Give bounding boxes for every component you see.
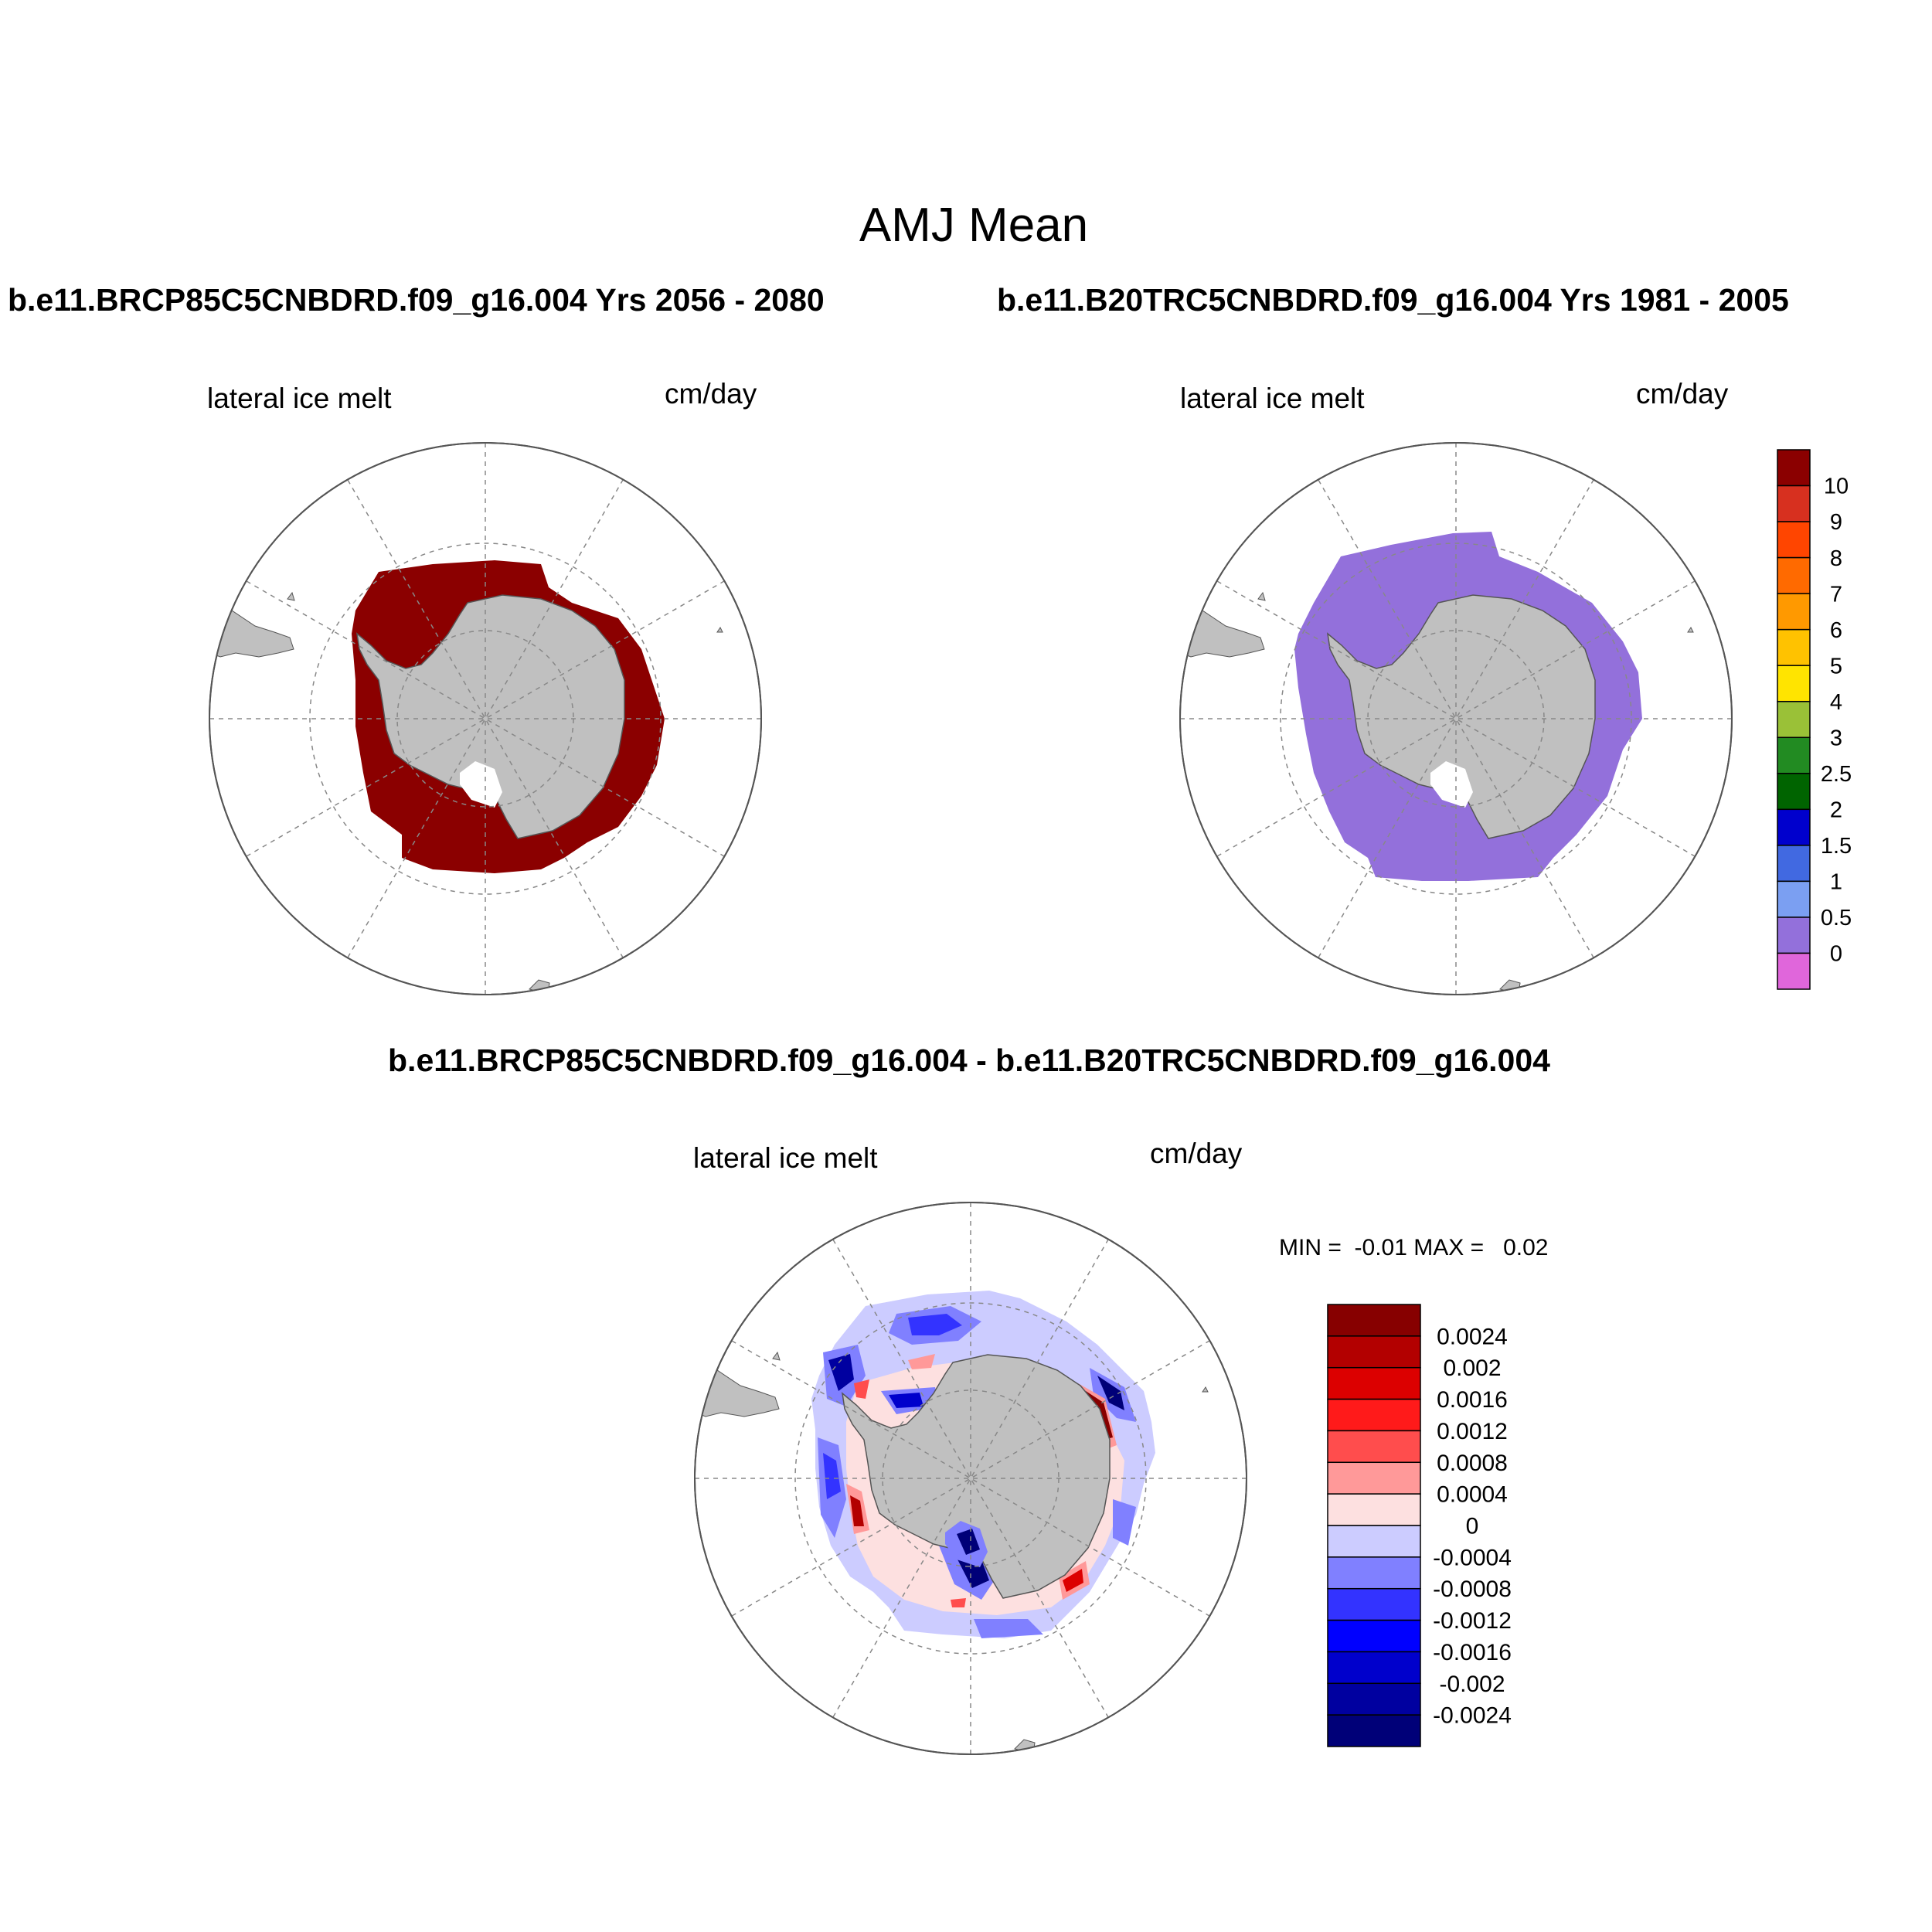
- colorbar-top-swatch: [1777, 917, 1811, 954]
- colorbar-diff-label: -0.0016: [1433, 1640, 1512, 1665]
- colorbar-top-label: 0: [1830, 942, 1842, 967]
- colorbar-top-swatch: [1777, 593, 1811, 631]
- colorbar-diff-label: 0.0008: [1437, 1451, 1508, 1476]
- panel-1-antarctica: [355, 594, 625, 839]
- colorbar-diff-label: -0.0012: [1433, 1608, 1512, 1634]
- colorbar-top-swatch: [1777, 808, 1811, 846]
- colorbar-diff-label: 0: [1466, 1514, 1479, 1539]
- colorbar-diff-swatch: [1327, 1619, 1421, 1653]
- colorbar-diff-label: -0.002: [1439, 1672, 1505, 1697]
- colorbar-diff-swatch: [1327, 1304, 1421, 1337]
- colorbar-diff-swatch: [1327, 1398, 1421, 1432]
- colorbar-top-swatch: [1777, 556, 1811, 594]
- colorbar-top-swatch: [1777, 628, 1811, 666]
- colorbar-diff-swatch: [1327, 1461, 1421, 1495]
- colorbar-diff-swatch: [1327, 1714, 1421, 1747]
- colorbar-top-swatch: [1777, 485, 1811, 522]
- colorbar-top-label: 5: [1830, 654, 1842, 679]
- colorbar-diff-swatch: [1327, 1525, 1421, 1558]
- panel-2-antarctica: [1326, 594, 1596, 839]
- panel-1-map: [209, 442, 762, 995]
- panel-3-stats: MIN = -0.01 MAX = 0.02: [1279, 1235, 1549, 1260]
- colorbar-diff-swatch: [1327, 1335, 1421, 1369]
- colorbar-diff-label: -0.0004: [1433, 1545, 1512, 1570]
- colorbar-top-label: 1: [1830, 870, 1842, 895]
- colorbar-top-swatch: [1777, 521, 1811, 559]
- colorbar-top-label: 2.5: [1821, 762, 1852, 787]
- panel-1-graticule: [209, 443, 761, 995]
- panel-2-graticule: [1180, 443, 1732, 995]
- colorbar-diff-label: -0.0008: [1433, 1577, 1512, 1602]
- colorbar-top-label: 10: [1824, 474, 1849, 499]
- panel-3-heading: b.e11.BRCP85C5CNBDRD.f09_g16.004 - b.e11…: [388, 1043, 1550, 1078]
- panel-3-graticule: [695, 1202, 1247, 1754]
- figure-title: AMJ Mean: [859, 199, 1088, 252]
- colorbar-diff-label: -0.0024: [1433, 1703, 1512, 1729]
- colorbar-diff-label: 0.0016: [1437, 1387, 1508, 1413]
- colorbar-top-swatch: [1777, 845, 1811, 883]
- colorbar-diff-swatch: [1327, 1682, 1421, 1716]
- panel-2-heading: b.e11.B20TRC5CNBDRD.f09_g16.004 Yrs 1981…: [997, 282, 1789, 318]
- colorbar-difference: 0.0024 0.002 0.0016 0.0012 0.0008 0.0004 0 -0.0…: [1327, 1304, 1512, 1747]
- colorbar-diff-label: 0.002: [1443, 1355, 1501, 1381]
- colorbar-diff-label: 0.0024: [1437, 1324, 1508, 1349]
- colorbar-top-label: 3: [1830, 726, 1842, 750]
- colorbar-diff-label: 0.0004: [1437, 1482, 1508, 1508]
- panel-1-variable: lateral ice melt: [207, 383, 392, 414]
- panel-2-map: [1179, 442, 1733, 995]
- panel-3-map: [694, 1202, 1247, 1755]
- colorbar-top-swatch: [1777, 665, 1811, 702]
- colorbar-top-label: 4: [1830, 690, 1842, 715]
- colorbar-top-swatch: [1777, 736, 1811, 774]
- colorbar-top-label: 2: [1830, 798, 1842, 822]
- colorbar-top: 10 9 8 7 6 5 4 3 2.5 2 1.5 1 0.5 0: [1777, 449, 1852, 990]
- colorbar-top-label: 6: [1830, 618, 1842, 643]
- panel-3-antarctica: [841, 1354, 1111, 1599]
- colorbar-top-swatch: [1777, 700, 1811, 739]
- colorbar-diff-swatch: [1327, 1587, 1421, 1621]
- panel-1-heading: b.e11.BRCP85C5CNBDRD.f09_g16.004 Yrs 205…: [8, 282, 825, 318]
- panel-2-variable: lateral ice melt: [1180, 383, 1365, 414]
- colorbar-top-swatch: [1777, 952, 1811, 990]
- colorbar-top-label: 8: [1830, 546, 1842, 571]
- colorbar-top-label: 0.5: [1821, 906, 1852, 930]
- colorbar-top-swatch: [1777, 880, 1811, 918]
- panel-3-units: cm/day: [1150, 1138, 1243, 1169]
- colorbar-top-label: 9: [1830, 510, 1842, 535]
- panel-1-units: cm/day: [665, 378, 757, 410]
- colorbar-diff-swatch: [1327, 1651, 1421, 1685]
- colorbar-diff-label: 0.0012: [1437, 1419, 1508, 1444]
- colorbar-top-label: 1.5: [1821, 834, 1852, 859]
- colorbar-top-label: 7: [1830, 582, 1842, 607]
- panel-2-units: cm/day: [1636, 378, 1729, 410]
- colorbar-top-swatch: [1777, 449, 1811, 487]
- colorbar-diff-swatch: [1327, 1430, 1421, 1464]
- colorbar-diff-swatch: [1327, 1493, 1421, 1526]
- colorbar-diff-swatch: [1327, 1366, 1421, 1400]
- colorbar-diff-swatch: [1327, 1556, 1421, 1590]
- panel-3-variable: lateral ice melt: [693, 1142, 878, 1174]
- colorbar-top-swatch: [1777, 773, 1811, 811]
